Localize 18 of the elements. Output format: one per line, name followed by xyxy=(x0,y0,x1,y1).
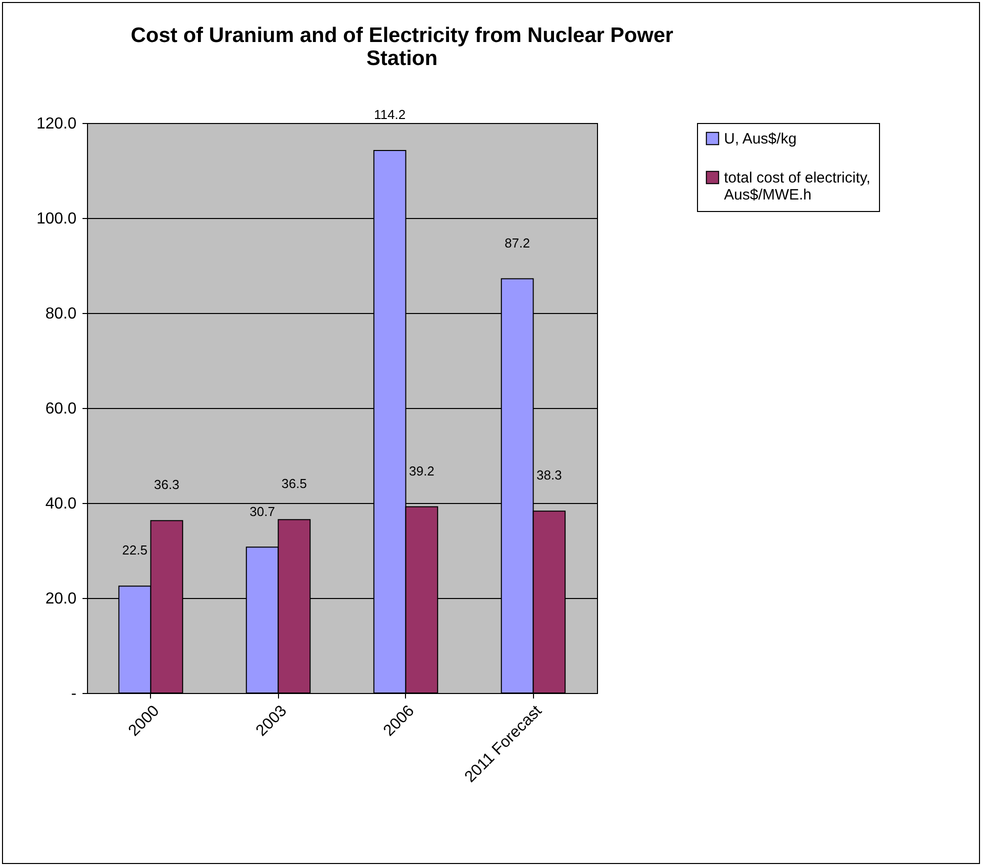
legend-label: total cost of electricity, Aus$/MWE.h xyxy=(724,170,870,204)
y-tick-label: - xyxy=(71,686,76,702)
data-label: 87.2 xyxy=(504,235,530,250)
y-tick-label: 40.0 xyxy=(45,496,77,512)
data-label: 39.2 xyxy=(409,463,434,478)
y-tick-label: 60.0 xyxy=(45,400,77,418)
legend-label: U, Aus$/kg xyxy=(724,130,797,148)
y-tick-label: 80.0 xyxy=(45,306,77,322)
y-tick-label: 20.0 xyxy=(45,590,77,608)
data-label: 36.5 xyxy=(282,476,307,492)
data-label: 38.3 xyxy=(536,468,562,483)
data-label: 30.7 xyxy=(250,504,275,519)
y-tick-label: 120.0 xyxy=(36,116,77,132)
data-label: 36.3 xyxy=(154,477,180,492)
data-label: 22.5 xyxy=(122,542,148,558)
data-label: 114.2 xyxy=(374,107,406,122)
chart-title: Cost of Uranium and of Electricity from Nuclear Power Station xyxy=(130,24,674,70)
y-tick-label: 100.0 xyxy=(36,210,77,228)
